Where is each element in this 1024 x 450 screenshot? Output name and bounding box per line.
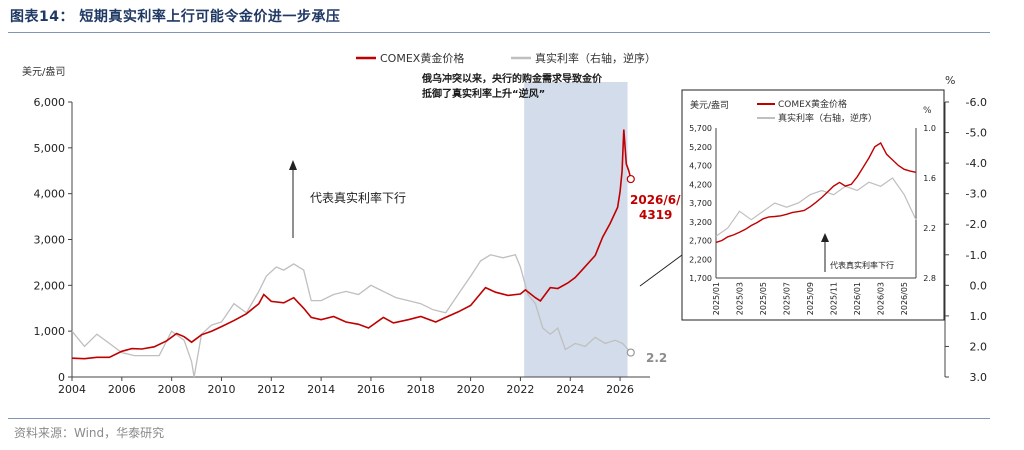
inset-legend: COMEX黄金价格 真实利率（右轴，逆序） bbox=[757, 98, 877, 124]
y-tick-label: 3,000 bbox=[34, 234, 66, 247]
left-axis-unit: 美元/盎司 bbox=[22, 65, 65, 78]
inset-connector bbox=[639, 254, 683, 287]
y2-tick-label: 3.0 bbox=[970, 371, 988, 384]
series-real-rate bbox=[71, 254, 632, 378]
shaded-region bbox=[524, 82, 628, 377]
inset-x-tick-label: 2025/09 bbox=[806, 282, 815, 315]
inset-arrow-label: 代表真实利率下行 bbox=[830, 260, 894, 270]
inset-y-tick-label: 5,700 bbox=[689, 124, 712, 133]
inset-x-tick-label: 2025/11 bbox=[830, 282, 839, 315]
arrow-annotation-label: 代表真实利率下行 bbox=[310, 190, 406, 205]
inset-y-tick-label: 2,700 bbox=[689, 237, 712, 246]
y2-tick-label: 1.0 bbox=[970, 310, 988, 323]
inset-left-unit: 美元/盎司 bbox=[690, 99, 729, 111]
x-tick-label: 2024 bbox=[556, 383, 584, 396]
x-tick-label: 2020 bbox=[457, 383, 485, 396]
inset-y2-tick-label: 2.8 bbox=[923, 274, 936, 283]
inset-y2-tick-label: 1.0 bbox=[923, 124, 936, 133]
shaded-annotation-line1: 俄乌冲突以来，央行的购金需求导致金价 bbox=[421, 72, 603, 85]
gold-end-marker bbox=[626, 174, 635, 184]
inset-series-layer bbox=[715, 141, 917, 244]
legend-gold-label: COMEX黄金价格 bbox=[380, 51, 464, 65]
inset-y-tick-label: 3,200 bbox=[689, 218, 712, 227]
x-tick-label: 2008 bbox=[158, 383, 186, 396]
bottom-divider bbox=[8, 418, 990, 419]
inset-x-tick-label: 2026/01 bbox=[853, 282, 862, 315]
source-note: 资料来源：Wind，华泰研究 bbox=[14, 426, 165, 440]
y-tick-label: 0 bbox=[58, 371, 65, 384]
inset-y-tick-label: 2,200 bbox=[689, 255, 712, 264]
x-tick-label: 2006 bbox=[108, 383, 136, 396]
top-divider bbox=[8, 32, 990, 33]
figure-title: 图表14： 短期真实利率上行可能令金价进一步承压 bbox=[10, 9, 341, 25]
inset-y2-tick-label: 2.2 bbox=[923, 224, 936, 233]
y2-tick-label: 0.0 bbox=[970, 279, 988, 292]
inset-x-tick-label: 2025/05 bbox=[759, 282, 768, 315]
shaded-annotation-line2: 抵御了真实利率上升“逆风” bbox=[422, 87, 545, 100]
y-tick-label: 1,000 bbox=[34, 325, 66, 338]
inset-x-tick-label: 2025/03 bbox=[736, 282, 745, 315]
inset-x-tick-label: 2025/01 bbox=[712, 282, 721, 315]
main-axes: 2004 2006 2008 2010 2012 2014 2016 2018 2020 2022… bbox=[34, 96, 988, 396]
inset-legend-gold: COMEX黄金价格 bbox=[778, 98, 847, 110]
x-tick-label: 2004 bbox=[58, 383, 86, 396]
inset-y-tick-label: 5,200 bbox=[689, 143, 712, 152]
y-tick-label: 5,000 bbox=[34, 142, 66, 155]
y2-tick-label: -1.0 bbox=[966, 249, 987, 262]
x-tick-label: 2014 bbox=[307, 383, 335, 396]
inset-series-gold bbox=[715, 141, 917, 244]
x-tick-label: 2018 bbox=[407, 383, 435, 396]
y2-tick-label: -4.0 bbox=[966, 157, 987, 170]
x-tick-label: 2026 bbox=[606, 383, 634, 396]
rate-end-marker bbox=[626, 348, 635, 357]
y-tick-label: 2,000 bbox=[34, 279, 66, 292]
main-series-layer bbox=[71, 129, 632, 378]
shaded-region-layer bbox=[524, 82, 628, 377]
y2-tick-label: 2.0 bbox=[970, 340, 988, 353]
y2-tick-label: -3.0 bbox=[966, 188, 987, 201]
y-tick-label: 6,000 bbox=[34, 96, 66, 109]
main-annotations bbox=[626, 174, 635, 357]
inset-x-tick-label: 2025/07 bbox=[783, 282, 792, 315]
y2-tick-label: -5.0 bbox=[966, 127, 987, 140]
rate-down-arrow bbox=[289, 160, 297, 238]
inset-right-unit: % bbox=[923, 106, 932, 116]
inset-y-tick-label: 3,700 bbox=[689, 199, 712, 208]
x-tick-label: 2010 bbox=[207, 383, 235, 396]
y2-tick-label: -6.0 bbox=[966, 96, 987, 109]
y2-tick-label: -2.0 bbox=[966, 218, 987, 231]
inset-axes: 1,700 2,200 2,700 3,200 3,700 4,200 4,700 5,200… bbox=[689, 124, 936, 315]
inset-y-tick-label: 4,200 bbox=[689, 180, 712, 189]
inset-y2-tick-label: 1.6 bbox=[923, 174, 936, 183]
right-axis-unit: % bbox=[945, 74, 955, 87]
inset-legend-rate: 真实利率（右轴，逆序） bbox=[778, 112, 877, 124]
chart-svg: 2004 2006 2008 2010 2012 2014 2016 2018 2020 2022… bbox=[22, 51, 988, 396]
x-tick-label: 2016 bbox=[357, 383, 385, 396]
series-gold bbox=[71, 129, 632, 360]
inset-x-tick-label: 2026/05 bbox=[900, 282, 909, 315]
x-tick-label: 2012 bbox=[257, 383, 285, 396]
legend-rate-label: 真实利率（右轴，逆序） bbox=[535, 51, 656, 65]
inset-series-real-rate bbox=[715, 177, 917, 237]
inset-arrow bbox=[821, 233, 829, 272]
inset-x-tick-label: 2026/03 bbox=[877, 282, 886, 315]
x-tick-label: 2022 bbox=[506, 383, 534, 396]
end-rate-label: 2.2 bbox=[646, 351, 667, 365]
end-date-label: 2026/6/5 bbox=[630, 193, 689, 207]
main-legend: COMEX黄金价格 真实利率（右轴，逆序） bbox=[356, 51, 656, 65]
inset-y-tick-label: 1,700 bbox=[689, 274, 712, 283]
inset-y-tick-label: 4,700 bbox=[689, 162, 712, 171]
y-tick-label: 4,000 bbox=[34, 188, 66, 201]
end-gold-label: 4319 bbox=[639, 208, 672, 222]
